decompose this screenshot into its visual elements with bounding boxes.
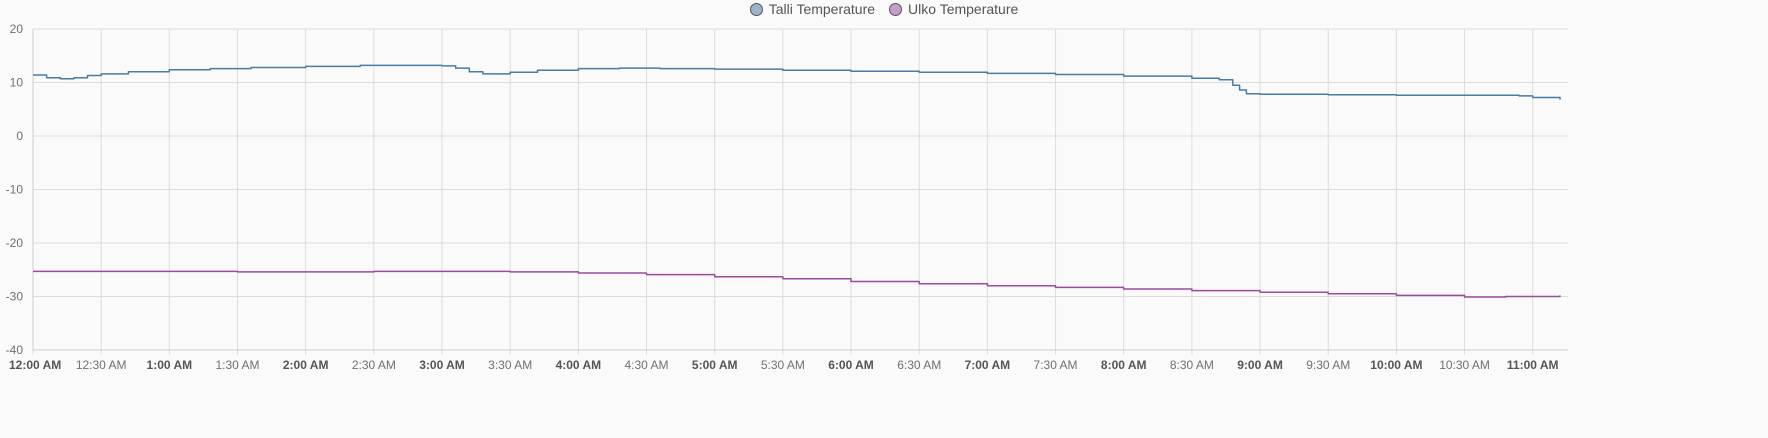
legend-swatch-talli (749, 2, 763, 16)
y-tick-label: 0 (16, 129, 23, 143)
x-tick-label: 11:00 AM (1507, 358, 1559, 372)
x-tick-label: 6:00 AM (828, 358, 874, 372)
legend-swatch-ulko (889, 2, 903, 16)
y-tick-label: -20 (6, 236, 24, 250)
y-tick-label: -30 (6, 290, 24, 304)
chart-legend: Talli Temperature Ulko Temperature (0, 0, 1768, 18)
x-tick-label: 1:00 AM (147, 358, 193, 372)
x-tick-label: 7:30 AM (1034, 358, 1078, 372)
x-tick-label: 3:00 AM (419, 358, 465, 372)
x-tick-label: 2:30 AM (352, 358, 396, 372)
y-tick-label: 20 (10, 22, 24, 36)
y-tick-label: -40 (6, 343, 24, 357)
legend-item-talli[interactable]: Talli Temperature (749, 1, 876, 17)
x-tick-label: 8:00 AM (1101, 358, 1147, 372)
legend-label-ulko: Ulko Temperature (908, 1, 1019, 17)
y-tick-label: 10 (10, 76, 24, 90)
x-tick-label: 10:30 AM (1439, 358, 1490, 372)
legend-label-talli: Talli Temperature (768, 1, 876, 17)
series-line-talli (33, 64, 1561, 100)
x-tick-label: 1:30 AM (215, 358, 259, 372)
y-tick-label: -10 (6, 183, 24, 197)
x-tick-label: 5:30 AM (761, 358, 805, 372)
x-tick-label: 7:00 AM (965, 358, 1011, 372)
x-tick-label: 3:30 AM (488, 358, 532, 372)
x-tick-label: 4:30 AM (625, 358, 669, 372)
legend-item-ulko[interactable]: Ulko Temperature (889, 1, 1018, 17)
x-tick-label: 12:00 AM (9, 358, 61, 372)
x-tick-label: 10:00 AM (1370, 358, 1422, 372)
series-line-ulko (33, 270, 1561, 298)
x-tick-label: 9:00 AM (1237, 358, 1283, 372)
x-tick-label: 2:00 AM (283, 358, 329, 372)
x-tick-label: 12:30 AM (76, 358, 127, 372)
x-tick-label: 5:00 AM (692, 358, 738, 372)
x-tick-label: 9:30 AM (1306, 358, 1350, 372)
x-tick-label: 4:00 AM (556, 358, 602, 372)
x-tick-label: 8:30 AM (1170, 358, 1214, 372)
x-tick-label: 6:30 AM (897, 358, 941, 372)
